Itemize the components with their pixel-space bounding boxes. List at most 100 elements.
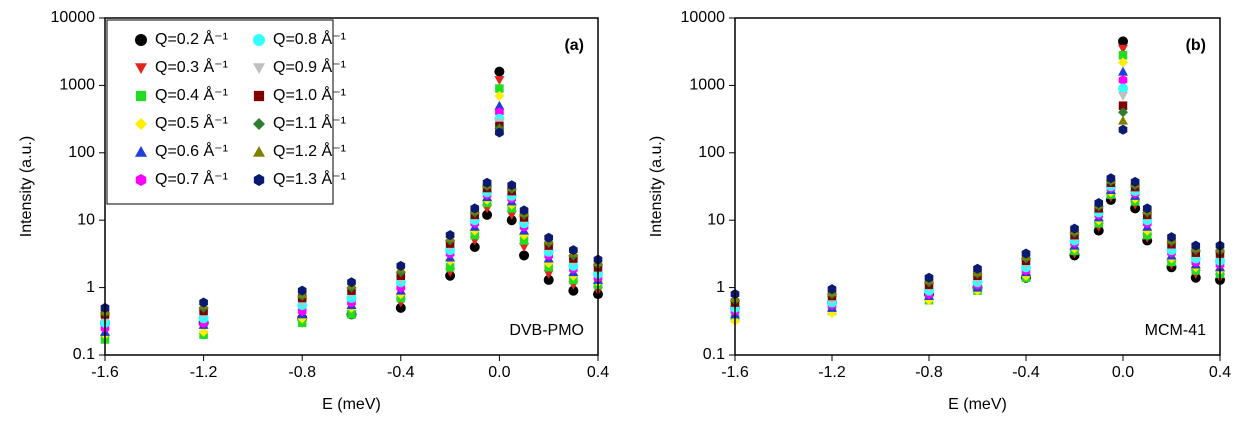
legend-label: Q=0.6 Å⁻¹	[155, 141, 228, 160]
y-tick-label: 1	[86, 279, 95, 296]
legend-marker	[135, 118, 147, 130]
data-point	[1094, 197, 1104, 208]
data-point	[347, 310, 356, 319]
data-point	[1118, 51, 1128, 60]
data-point	[1118, 36, 1128, 47]
data-point	[1118, 124, 1128, 135]
y-tick-label: 100	[68, 144, 95, 161]
legend-label: Q=1.3 Å⁻¹	[273, 169, 346, 188]
data-point	[494, 100, 505, 110]
data-point	[506, 215, 517, 226]
data-point	[199, 297, 208, 308]
legend-marker	[253, 174, 265, 186]
data-point	[1118, 66, 1128, 76]
y-tick-label: 10000	[681, 9, 726, 26]
legend-label: Q=1.2 Å⁻¹	[273, 141, 346, 160]
data-point	[507, 180, 517, 191]
x-tick-label: 0.4	[1209, 364, 1231, 381]
data-point	[469, 242, 480, 253]
y-tick-label: 100	[698, 144, 725, 161]
data-point	[1130, 176, 1140, 187]
x-axis-label: E (meV)	[322, 396, 381, 413]
data-point	[973, 263, 982, 274]
data-point	[1021, 248, 1031, 259]
data-point	[519, 236, 529, 245]
panel-label: (b)	[1186, 37, 1206, 54]
data-point	[519, 250, 530, 261]
legend-label: Q=0.2 Å⁻¹	[155, 29, 228, 48]
data-point	[506, 210, 517, 220]
data-point	[568, 285, 579, 296]
data-point	[1118, 83, 1128, 94]
data-point	[482, 177, 492, 188]
data-point	[445, 263, 455, 272]
x-tick-label: -0.4	[1012, 364, 1040, 381]
data-point	[1118, 107, 1128, 118]
data-point	[297, 285, 307, 296]
legend-label: Q=0.9 Å⁻¹	[273, 57, 346, 76]
y-tick-label: 10000	[51, 9, 96, 26]
x-tick-label: 0.0	[488, 364, 510, 381]
y-tick-label: 0.1	[73, 346, 95, 363]
legend-marker	[135, 90, 147, 102]
legend-label: Q=0.8 Å⁻¹	[273, 29, 346, 48]
data-point	[482, 209, 493, 220]
x-tick-label: -0.8	[915, 364, 943, 381]
y-tick-label: 10	[77, 211, 95, 228]
legend-label: Q=0.7 Å⁻¹	[155, 169, 228, 188]
data-point	[1070, 223, 1079, 234]
y-tick-label: 0.1	[703, 346, 725, 363]
panel-label: (a)	[564, 37, 584, 54]
data-point	[1118, 115, 1128, 125]
legend-label: Q=1.1 Å⁻¹	[273, 113, 346, 132]
data-point	[494, 90, 505, 101]
legend-marker	[253, 118, 265, 130]
legend-marker	[135, 174, 147, 186]
data-point	[1118, 57, 1128, 68]
data-point	[519, 205, 529, 216]
legend-marker	[253, 90, 265, 102]
x-tick-label: -1.6	[721, 364, 749, 381]
data-point	[1118, 75, 1128, 86]
y-tick-label: 1000	[689, 77, 725, 94]
data-point	[1142, 203, 1152, 214]
data-point	[470, 203, 480, 214]
data-point	[494, 76, 505, 86]
y-tick-label: 1000	[59, 77, 95, 94]
legend-label: Q=0.4 Å⁻¹	[155, 85, 228, 104]
legend-marker	[253, 146, 265, 157]
x-axis-label: E (meV)	[948, 396, 1007, 413]
legend-marker	[135, 63, 147, 74]
x-tick-label: -1.6	[91, 364, 119, 381]
plot-frame	[104, 17, 599, 356]
plot-frame	[734, 17, 1221, 356]
panel: 0.1 1 10 100 1000 10000 -1.6 -1.2 -0.8 -0.4 0.0 0.4…	[648, 9, 1231, 413]
y-tick-label: 10	[707, 211, 725, 228]
y-tick-label: 1	[716, 279, 725, 296]
legend-marker	[253, 63, 265, 74]
data-point	[1118, 101, 1128, 110]
x-tick-label: 0.4	[587, 364, 609, 381]
x-tick-label: -1.2	[190, 364, 218, 381]
legend-box	[106, 19, 334, 205]
sample-label: DVB-PMO	[509, 322, 584, 339]
data-point	[495, 127, 504, 138]
data-point	[544, 232, 554, 243]
data-point	[1118, 44, 1128, 54]
data-point	[396, 260, 406, 271]
legend-label: Q=0.5 Å⁻¹	[155, 113, 228, 132]
data-point	[395, 302, 406, 313]
data-point	[1191, 240, 1201, 251]
y-axis-label: Intensity (a.u.)	[648, 136, 665, 237]
x-tick-label: 0.0	[1112, 364, 1134, 381]
legend-marker	[253, 34, 265, 46]
data-point	[495, 84, 504, 93]
sample-label: MCM-41	[1145, 322, 1206, 339]
panel: 0.1 1 10 100 1000 10000 -1.6 -1.2 -0.8 -0.4 0.0 0.4…	[18, 9, 609, 413]
data-point	[445, 230, 455, 241]
data-point	[569, 245, 578, 256]
data-point	[1106, 173, 1116, 184]
x-tick-label: -0.4	[387, 364, 415, 381]
data-point	[827, 284, 837, 295]
